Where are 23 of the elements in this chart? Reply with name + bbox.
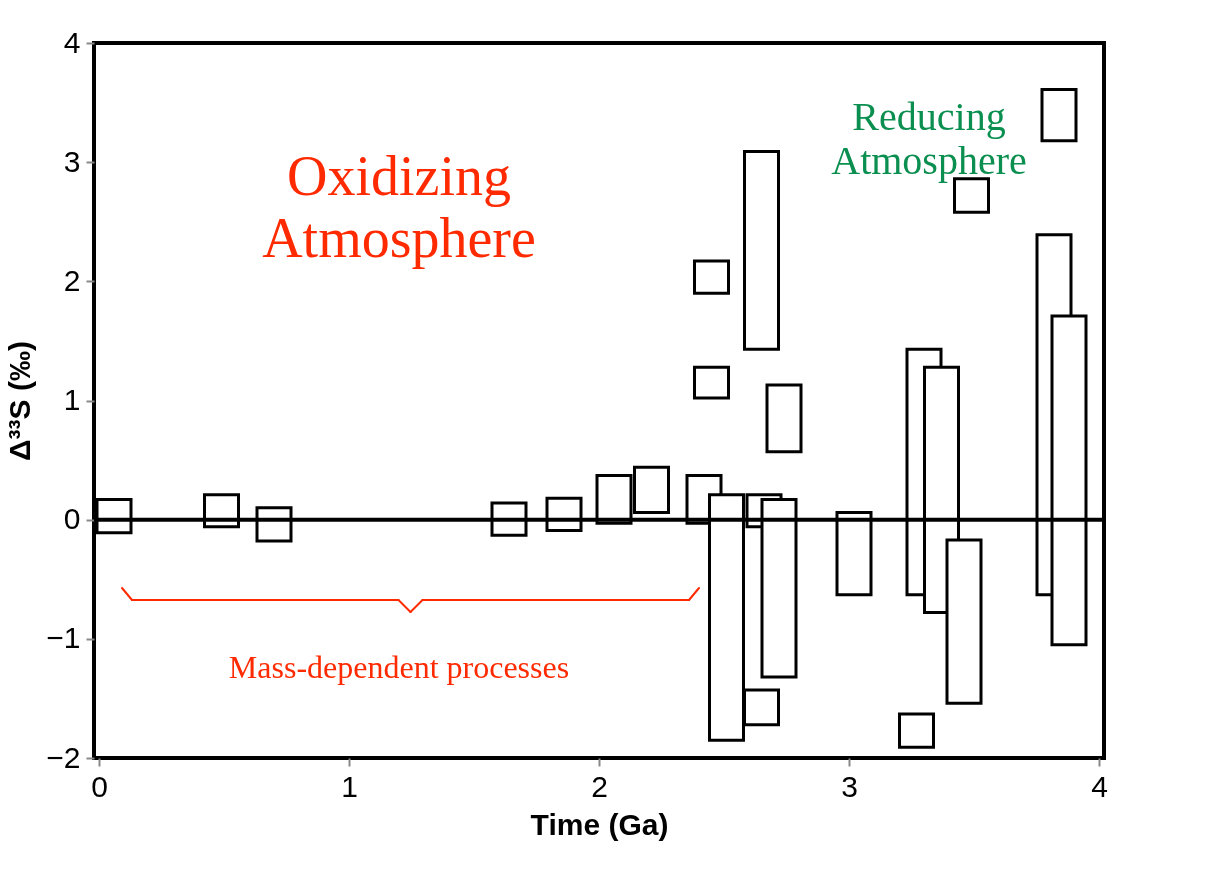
y-tick-label: 1 bbox=[63, 383, 81, 416]
bar bbox=[693, 259, 730, 295]
y-tick-label: −1 bbox=[46, 621, 81, 655]
annotation: Reducing Atmosphere bbox=[831, 94, 1027, 183]
y-tick-label: 0 bbox=[63, 502, 81, 536]
bar bbox=[693, 365, 730, 400]
x-axis-title: Time (Ga) bbox=[530, 807, 669, 841]
y-axis-title: Δ³³S (‰) bbox=[3, 341, 37, 461]
y-tick-label: 3 bbox=[63, 144, 81, 178]
x-tick-label: 1 bbox=[341, 769, 358, 803]
y-tick-label: 2 bbox=[63, 263, 81, 297]
x-tick-label: 3 bbox=[841, 769, 858, 803]
bar bbox=[765, 383, 803, 454]
x-tick-label: 4 bbox=[1091, 769, 1108, 803]
annotation: Mass-dependent processes bbox=[228, 649, 570, 685]
x-tick-label: 0 bbox=[91, 769, 108, 803]
bar bbox=[743, 149, 780, 351]
annotation: Oxidizing Atmosphere bbox=[262, 145, 536, 269]
y-tick-label: 4 bbox=[63, 25, 81, 59]
bar bbox=[898, 712, 935, 749]
y-tick-label: −2 bbox=[46, 740, 81, 774]
x-tick-label: 2 bbox=[591, 769, 608, 803]
bar bbox=[1040, 87, 1078, 143]
